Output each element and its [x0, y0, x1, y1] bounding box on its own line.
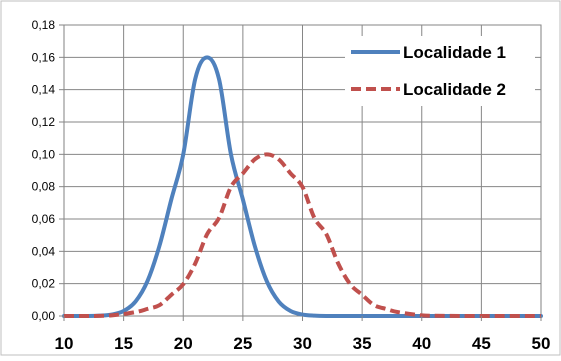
- y-tick-label: 0,12: [32, 115, 56, 129]
- y-tick-label: 0,06: [32, 212, 56, 226]
- y-tick-label: 0,10: [32, 147, 56, 161]
- legend-background: [345, 36, 535, 106]
- y-tick-label: 0,08: [32, 180, 56, 194]
- x-tick-label: 15: [114, 334, 133, 353]
- y-tick-label: 0,14: [32, 83, 56, 97]
- x-tick-label: 30: [293, 334, 312, 353]
- series-line-1: [62, 55, 543, 319]
- x-tick-label: 50: [532, 334, 551, 353]
- x-tick-label: 25: [233, 334, 252, 353]
- y-tick-label: 0,00: [32, 309, 56, 323]
- x-axis: 10 15 20 25 30 35 40 45 50: [55, 316, 551, 353]
- x-tick-label: 10: [55, 334, 74, 353]
- legend: Localidade 1 Localidade 2: [345, 36, 535, 106]
- series-line-2: [63, 152, 542, 319]
- legend-label-localidade-1: Localidade 1: [403, 43, 506, 62]
- y-axis: 0,00 0,02 0,04 0,06 0,08 0,10 0,12 0,14 0,16 0,18: [32, 18, 64, 323]
- x-tick-label: 35: [353, 334, 372, 353]
- y-tick-label: 0,18: [32, 18, 56, 32]
- series-layer: [62, 55, 543, 319]
- legend-label-localidade-2: Localidade 2: [403, 80, 506, 99]
- y-tick-label: 0,02: [32, 277, 56, 291]
- x-tick-label: 20: [174, 334, 193, 353]
- y-tick-label: 0,04: [32, 244, 56, 258]
- x-tick-label: 45: [472, 334, 491, 353]
- x-tick-label: 40: [412, 334, 431, 353]
- y-tick-label: 0,16: [32, 50, 56, 64]
